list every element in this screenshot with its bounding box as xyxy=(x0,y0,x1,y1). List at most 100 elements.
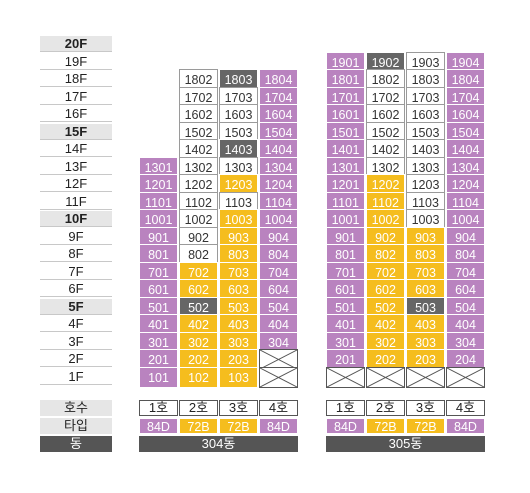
floor-label-18f: 18F xyxy=(40,71,112,87)
unit-cell-301: 301 xyxy=(139,331,178,353)
unit-cell-801: 801 xyxy=(139,244,178,265)
floor-label-6f: 6F xyxy=(40,281,112,297)
unit-cell-1203: 1203 xyxy=(406,174,445,195)
unit-cell-103: 103 xyxy=(219,366,258,388)
unavailable-unit-cell xyxy=(406,366,445,388)
unavailable-unit-cell xyxy=(259,366,298,388)
unit-cell-503: 503 xyxy=(406,296,445,318)
unit-cell-301: 301 xyxy=(326,331,365,353)
unit-cell-802: 802 xyxy=(179,244,218,265)
unit-cell-1402: 1402 xyxy=(366,139,405,160)
unit-cell-1603: 1603 xyxy=(219,104,258,125)
unit-cell-701: 701 xyxy=(326,261,365,283)
unit-cell-1801: 1801 xyxy=(326,69,365,90)
unit-cell-1302: 1302 xyxy=(179,156,218,178)
unit-cell-1903: 1903 xyxy=(406,51,445,73)
unit-cell-1902: 1902 xyxy=(366,51,405,73)
unit-cell-1402: 1402 xyxy=(179,139,218,160)
unit-number-3: 3호 xyxy=(406,400,445,416)
unit-cell-1701: 1701 xyxy=(326,86,365,108)
floor-label-4f: 4F xyxy=(40,316,112,332)
floor-label-5f: 5F xyxy=(40,298,112,315)
unit-cell-1104: 1104 xyxy=(446,191,485,213)
unit-cell-803: 803 xyxy=(406,244,445,265)
unit-cell-1004: 1004 xyxy=(446,209,485,230)
floor-label-13f: 13F xyxy=(40,159,112,175)
unit-number-1: 1호 xyxy=(326,400,365,416)
unit-cell-1502: 1502 xyxy=(179,121,218,143)
unit-cell-202: 202 xyxy=(179,349,218,370)
unit-type-cell: 72B xyxy=(406,418,445,434)
unit-number-1: 1호 xyxy=(139,400,178,416)
unit-type-cell: 72B xyxy=(366,418,405,434)
floor-label-17f: 17F xyxy=(40,89,112,105)
unit-cell-901: 901 xyxy=(139,226,178,248)
unit-cell-1303: 1303 xyxy=(406,156,445,178)
unit-number-2: 2호 xyxy=(179,400,218,416)
unit-cell-102: 102 xyxy=(179,366,218,388)
unit-cell-904: 904 xyxy=(446,226,485,248)
unit-cell-1604: 1604 xyxy=(446,104,485,125)
unit-cell-1102: 1102 xyxy=(179,191,218,213)
floor-label-16f: 16F xyxy=(40,106,112,122)
unit-cell-1703: 1703 xyxy=(219,86,258,108)
floor-label-3f: 3F xyxy=(40,334,112,350)
unit-cell-404: 404 xyxy=(446,314,485,335)
unit-cell-1404: 1404 xyxy=(446,139,485,160)
unit-cell-903: 903 xyxy=(406,226,445,248)
unit-cell-703: 703 xyxy=(406,261,445,283)
unit-cell-303: 303 xyxy=(219,331,258,353)
unit-cell-704: 704 xyxy=(259,261,298,283)
unavailable-unit-cell xyxy=(446,366,485,388)
unit-cell-101: 101 xyxy=(139,366,178,388)
unit-type-cell: 72B xyxy=(219,418,258,434)
floor-label-2f: 2F xyxy=(40,351,112,367)
floor-label-15f: 15F xyxy=(40,123,112,140)
unavailable-unit-cell xyxy=(366,366,405,388)
unit-cell-1004: 1004 xyxy=(259,209,298,230)
unit-number-4: 4호 xyxy=(259,400,298,416)
floor-label-19f: 19F xyxy=(40,54,112,70)
unit-type-cell: 84D xyxy=(446,418,485,434)
unit-cell-1901: 1901 xyxy=(326,51,365,73)
unit-cell-1601: 1601 xyxy=(326,104,365,125)
floor-label-9f: 9F xyxy=(40,229,112,245)
unit-cell-201: 201 xyxy=(139,349,178,370)
unit-cell-1802: 1802 xyxy=(366,69,405,90)
unit-number-label: 호수 xyxy=(40,400,112,416)
unit-cell-1304: 1304 xyxy=(259,156,298,178)
unit-cell-401: 401 xyxy=(139,314,178,335)
unit-cell-1302: 1302 xyxy=(366,156,405,178)
unit-cell-203: 203 xyxy=(219,349,258,370)
unit-type-cell: 84D xyxy=(259,418,298,434)
unit-cell-1603: 1603 xyxy=(406,104,445,125)
unit-cell-302: 302 xyxy=(366,331,405,353)
floor-label-1f: 1F xyxy=(40,369,112,385)
unit-cell-804: 804 xyxy=(446,244,485,265)
floor-label-8f: 8F xyxy=(40,246,112,262)
unit-cell-504: 504 xyxy=(446,296,485,318)
unit-cell-804: 804 xyxy=(259,244,298,265)
unit-cell-1702: 1702 xyxy=(366,86,405,108)
type-label: 타입 xyxy=(40,418,112,434)
unit-cell-1102: 1102 xyxy=(366,191,405,213)
unit-cell-902: 902 xyxy=(366,226,405,248)
unit-cell-304: 304 xyxy=(259,331,298,353)
unit-cell-403: 403 xyxy=(219,314,258,335)
floor-label-11f: 11F xyxy=(40,194,112,210)
floor-label-14f: 14F xyxy=(40,141,112,157)
unit-cell-1804: 1804 xyxy=(259,69,298,90)
unavailable-unit-cell xyxy=(326,366,365,388)
floor-label-10f: 10F xyxy=(40,211,112,227)
unit-cell-1704: 1704 xyxy=(446,86,485,108)
unit-cell-501: 501 xyxy=(326,296,365,318)
unit-cell-1803: 1803 xyxy=(406,69,445,90)
unit-cell-603: 603 xyxy=(406,279,445,300)
unit-number-2: 2호 xyxy=(366,400,405,416)
unit-cell-1103: 1103 xyxy=(406,191,445,213)
building-name-bar: 304동 xyxy=(139,436,298,452)
unit-cell-1204: 1204 xyxy=(259,174,298,195)
unit-cell-1202: 1202 xyxy=(366,174,405,195)
floor-label-20f: 20F xyxy=(40,36,112,52)
unit-cell-402: 402 xyxy=(179,314,218,335)
